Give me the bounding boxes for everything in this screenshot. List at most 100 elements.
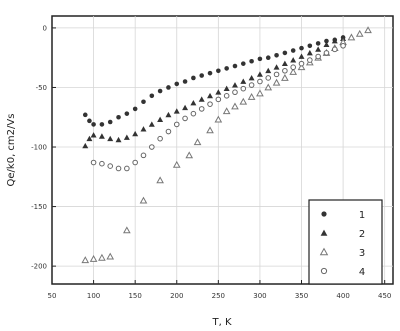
data-point-series-2 (215, 89, 222, 95)
data-point-series-2 (132, 130, 139, 137)
data-point-series-1 (299, 45, 304, 51)
data-point-series-3 (222, 107, 231, 115)
data-point-series-3 (289, 67, 298, 75)
data-point-series-4 (182, 115, 188, 122)
data-point-series-1 (290, 48, 296, 53)
y-tick-label: -50 (36, 84, 47, 92)
data-point-series-2 (323, 41, 330, 47)
data-point-series-1 (157, 88, 163, 94)
data-point-series-1 (132, 106, 138, 112)
data-point-series-1 (265, 55, 271, 60)
data-point-series-2 (82, 142, 89, 149)
x-tick-label: 400 (336, 292, 349, 300)
data-point-series-4 (215, 96, 222, 103)
data-point-series-3 (214, 115, 223, 123)
data-point-series-3 (256, 89, 264, 97)
data-point-series-3 (355, 29, 364, 37)
data-point-series-3 (106, 252, 115, 260)
data-point-series-3 (297, 63, 306, 71)
y-tick-label: -150 (31, 203, 47, 211)
data-point-series-4 (149, 144, 155, 150)
x-tick-label: 150 (128, 292, 141, 300)
legend-label-4: 4 (359, 267, 365, 278)
data-point-series-4 (223, 93, 230, 99)
legend-label-2: 2 (359, 229, 365, 240)
data-point-series-3 (281, 73, 289, 81)
data-point-series-2 (98, 133, 105, 139)
x-tick-label: 200 (170, 292, 183, 300)
data-point-series-4 (331, 46, 338, 53)
data-point-series-3 (123, 226, 131, 234)
data-point-series-4 (298, 60, 305, 67)
data-point-series-1 (141, 99, 146, 105)
data-point-series-4 (198, 106, 205, 112)
data-point-series-2 (265, 67, 272, 74)
data-point-series-2 (273, 64, 280, 70)
data-point-series-4 (273, 71, 280, 78)
x-tick-label: 100 (87, 292, 100, 300)
data-point-series-1 (257, 56, 263, 62)
data-point-series-2 (190, 99, 197, 106)
data-point-series-1 (174, 81, 180, 87)
legend-marker-3 (319, 247, 329, 256)
data-point-series-2 (198, 96, 205, 102)
x-tick-label: 350 (295, 292, 308, 300)
data-point-series-2 (281, 60, 288, 67)
data-point-series-4 (340, 42, 346, 49)
data-point-series-2 (290, 57, 297, 63)
data-point-series-4 (157, 135, 163, 142)
data-point-series-2 (207, 92, 214, 99)
data-point-series-3 (347, 33, 356, 41)
data-point-series-1 (199, 73, 205, 78)
data-point-series-2 (90, 132, 97, 138)
data-point-series-3 (98, 253, 106, 261)
data-point-series-1 (82, 112, 88, 118)
data-point-series-4 (115, 165, 122, 172)
data-point-series-3 (272, 78, 281, 86)
data-point-series-2 (115, 136, 122, 143)
data-point-series-3 (185, 151, 194, 159)
data-point-series-3 (231, 102, 239, 110)
data-point-series-3 (156, 176, 164, 184)
data-point-series-4 (107, 163, 114, 169)
data-point-series-3 (206, 126, 214, 134)
data-point-series-3 (247, 92, 256, 100)
data-point-series-4 (90, 159, 97, 166)
data-point-series-1 (124, 111, 130, 116)
data-point-series-3 (139, 196, 148, 204)
data-point-series-1 (249, 58, 254, 64)
data-point-series-4 (173, 121, 180, 128)
data-point-series-4 (207, 101, 213, 107)
data-point-series-3 (239, 97, 248, 105)
data-point-series-1 (282, 50, 288, 56)
data-point-series-3 (89, 254, 98, 262)
data-point-series-1 (107, 119, 113, 125)
data-point-series-4 (257, 78, 263, 85)
data-point-series-2 (148, 121, 155, 127)
data-point-series-3 (172, 160, 181, 168)
data-point-series-2 (157, 116, 164, 123)
data-point-series-4 (290, 64, 296, 71)
data-points (81, 26, 372, 264)
data-point-series-1 (116, 114, 121, 120)
data-point-series-1 (224, 66, 229, 71)
legend-marker-1 (321, 211, 327, 217)
data-point-series-2 (298, 53, 305, 59)
data-point-series-1 (216, 68, 221, 74)
data-point-series-4 (99, 160, 105, 167)
data-point-series-4 (240, 85, 247, 92)
x-tick-label: 250 (212, 292, 225, 300)
data-point-series-2 (315, 46, 322, 52)
legend-marker-2 (320, 229, 328, 236)
legend: 1 2 3 4 (308, 199, 383, 285)
data-point-series-3 (193, 138, 202, 146)
data-point-series-1 (207, 70, 213, 76)
data-point-series-2 (107, 135, 114, 142)
y-axis-title: Qe/k0, cm2/Vs (6, 114, 17, 187)
data-point-series-4 (165, 128, 172, 135)
data-point-series-1 (240, 61, 246, 66)
data-point-series-1 (87, 118, 92, 124)
data-point-series-1 (166, 85, 171, 90)
data-point-series-2 (256, 71, 263, 77)
